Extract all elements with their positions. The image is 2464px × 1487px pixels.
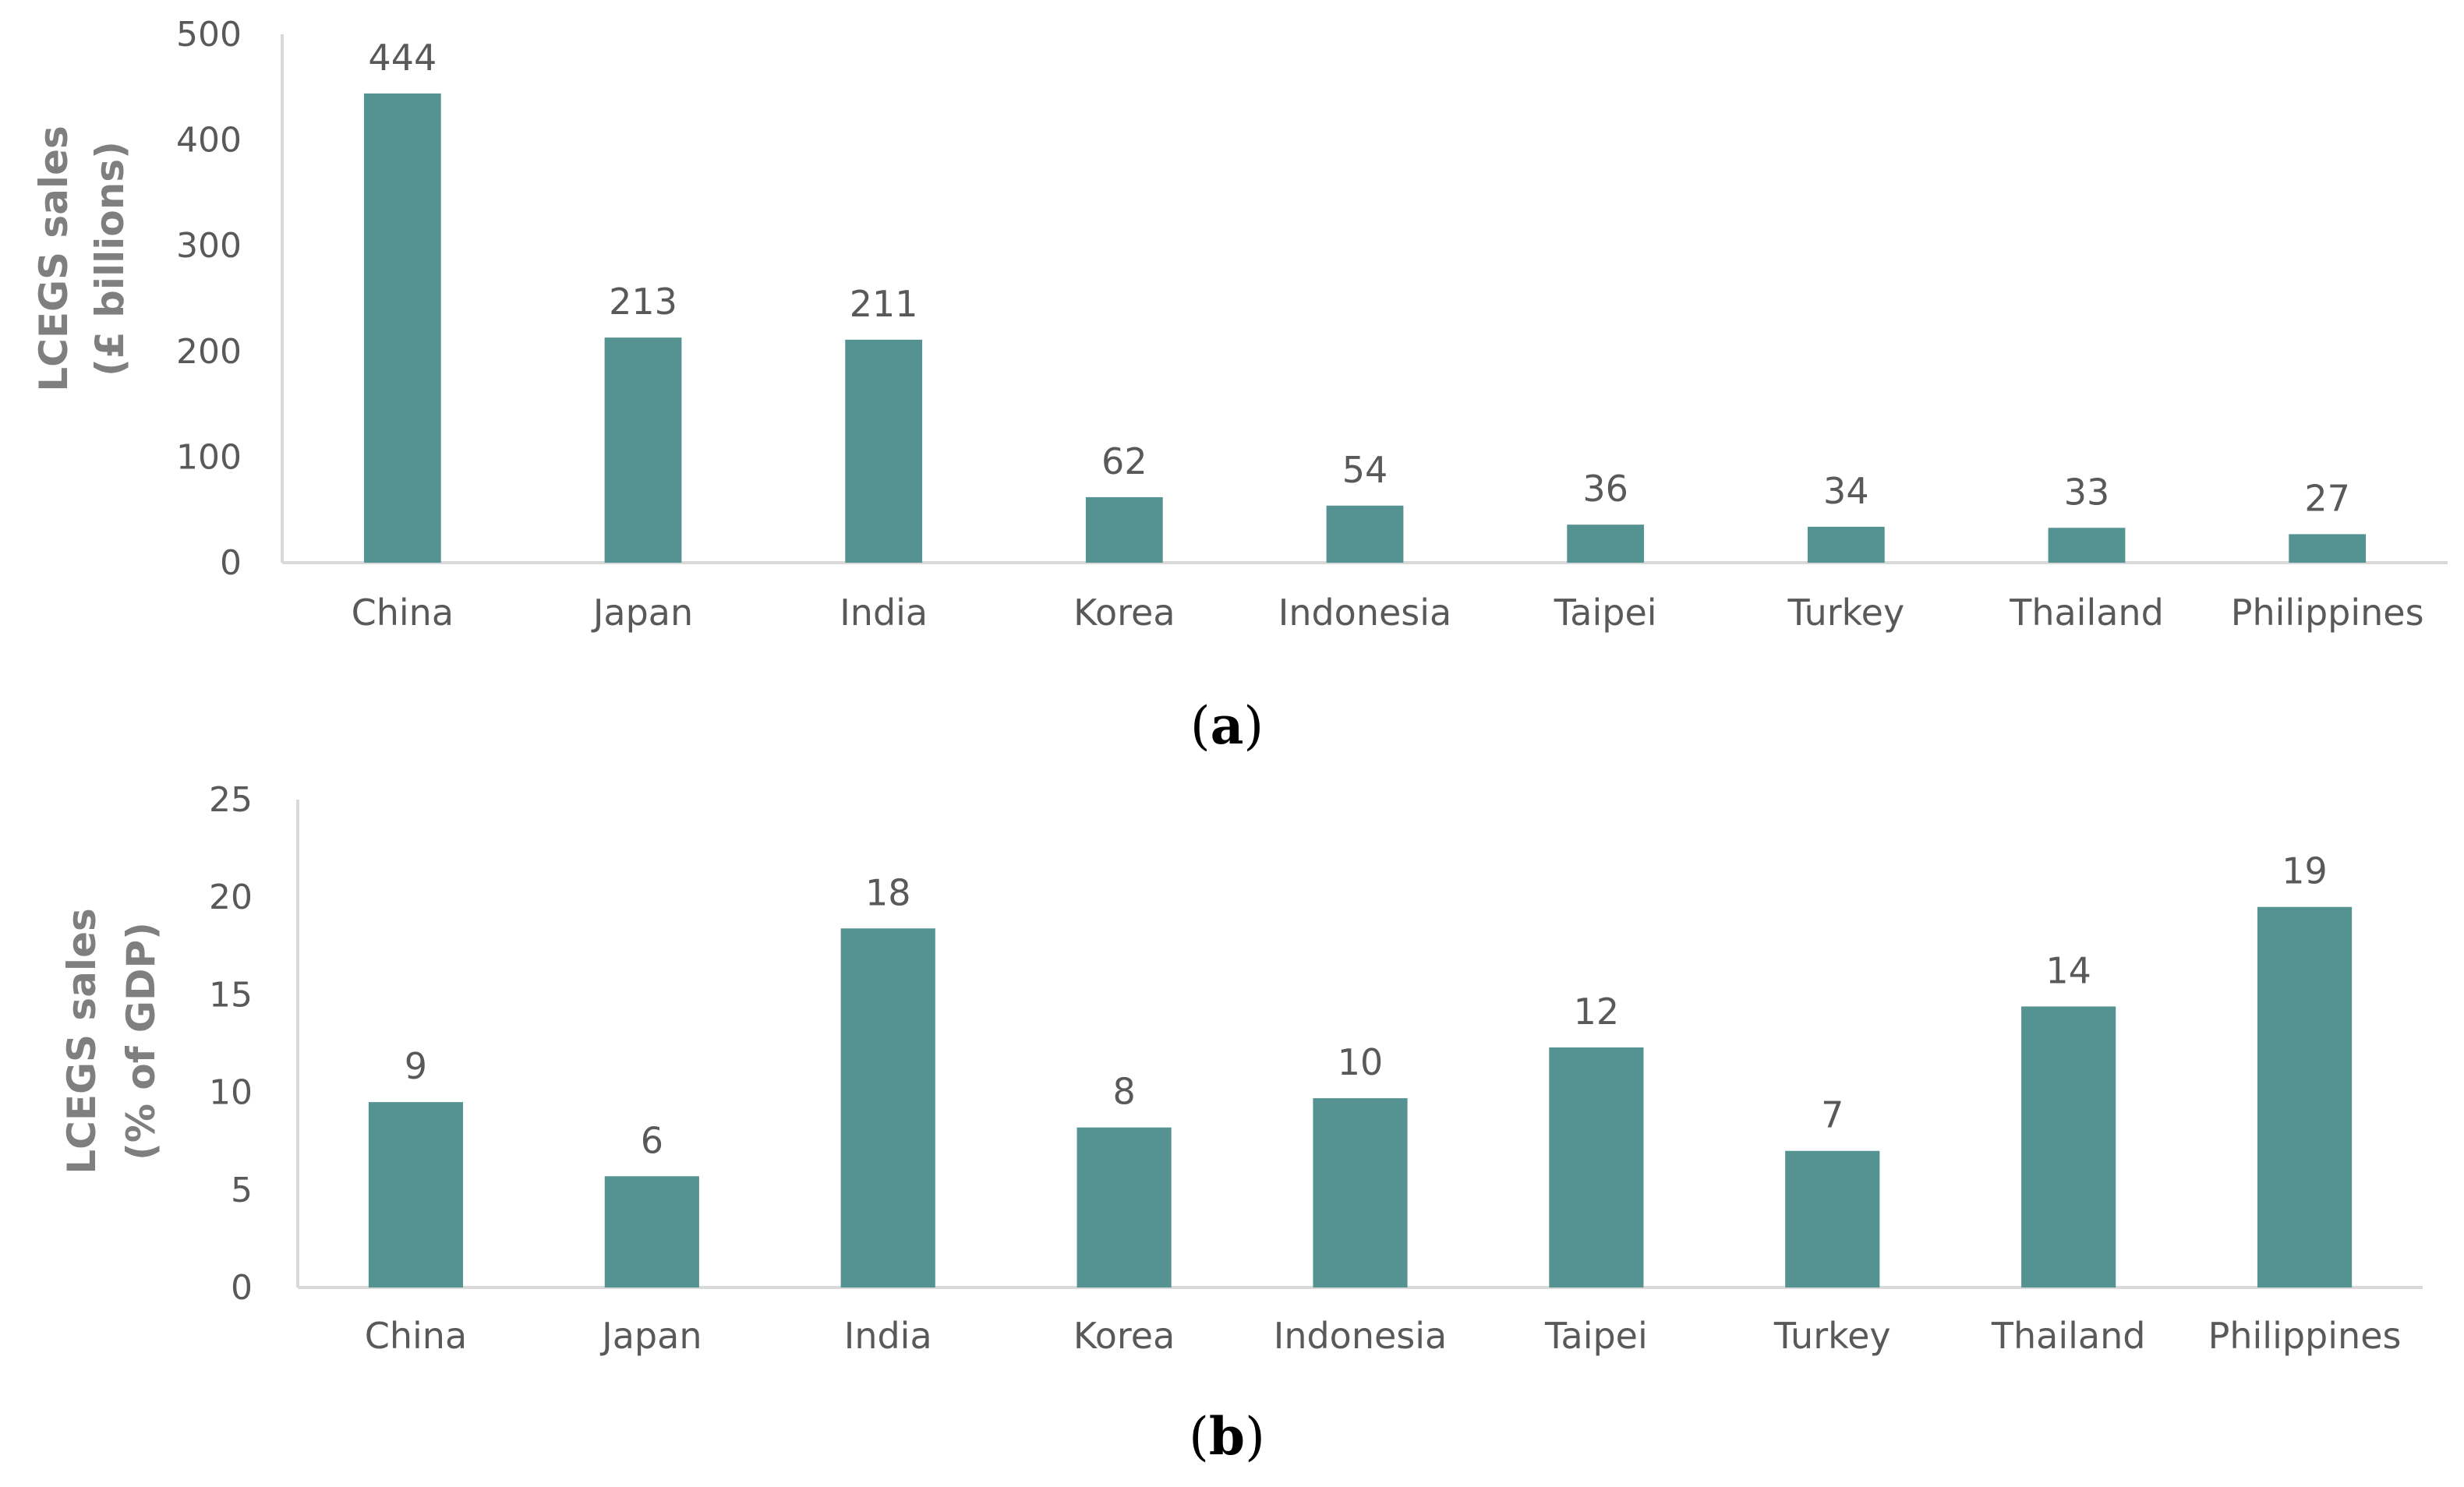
bar-china — [363, 93, 441, 563]
category-label: Indonesia — [1278, 592, 1451, 634]
panel-label-open-paren: ( — [1190, 696, 1211, 756]
y-tick-label: 25 — [209, 780, 253, 820]
bar-taipei — [1549, 1047, 1644, 1287]
data-label: 6 — [641, 1119, 663, 1161]
chart-a: 0 100 200 300 400 500 444 China 213 Japan 211 India… — [31, 15, 2448, 756]
y-tick-label: 0 — [220, 543, 242, 583]
category-label: Philippines — [2208, 1315, 2402, 1357]
bar-japan — [604, 337, 682, 563]
category-label: Thailand — [1991, 1315, 2146, 1357]
data-label: 62 — [1101, 440, 1147, 482]
y-axis-label: LCEGS sales (£ billions) — [31, 125, 133, 391]
y-tick-label: 100 — [176, 437, 242, 477]
panel-label-open-paren: ( — [1189, 1407, 1209, 1467]
y-axis-label: LCEGS sales (% of GDP) — [59, 908, 164, 1174]
data-label: 19 — [2282, 850, 2328, 892]
y-axis-label-line-2: (£ billions) — [87, 141, 133, 376]
y-axis-label-line-1: LCEGS sales — [59, 908, 104, 1174]
y-tick-label: 200 — [176, 332, 242, 372]
category-label: Thailand — [2009, 592, 2164, 634]
bar-japan — [604, 1176, 699, 1287]
bar-indonesia — [1326, 505, 1404, 563]
data-label: 33 — [2064, 471, 2110, 513]
category-label: Taipei — [1544, 1315, 1648, 1357]
panel-label-letter: b — [1209, 1406, 1245, 1467]
panel-label-close-paren: ) — [1245, 1407, 1265, 1467]
category-label: China — [365, 1315, 467, 1357]
data-label: 211 — [850, 283, 918, 325]
data-label: 14 — [2045, 949, 2091, 991]
category-label: Turkey — [1773, 1315, 1891, 1357]
bar-turkey — [1807, 526, 1885, 563]
category-label: Korea — [1073, 592, 1175, 634]
data-label: 444 — [368, 37, 437, 79]
bar-korea — [1085, 496, 1163, 563]
panel-label: (b) — [1189, 1406, 1265, 1467]
data-label: 54 — [1342, 449, 1388, 491]
category-label: Japan — [591, 592, 693, 634]
data-label: 27 — [2304, 477, 2350, 519]
category-label: China — [352, 592, 454, 634]
panel-label: (a) — [1190, 695, 1264, 756]
y-tick-label: 0 — [231, 1268, 253, 1308]
bar-india — [845, 339, 923, 563]
data-label: 9 — [405, 1045, 427, 1087]
category-label: Taipei — [1554, 592, 1657, 634]
y-tick-label: 500 — [176, 15, 242, 55]
data-label: 8 — [1112, 1071, 1135, 1113]
data-label: 12 — [1574, 991, 1620, 1033]
category-label: Philippines — [2231, 592, 2424, 634]
bar-taipei — [1567, 525, 1645, 563]
data-label: 7 — [1821, 1094, 1844, 1136]
bar-indonesia — [1313, 1098, 1408, 1287]
panel-label-letter: a — [1211, 695, 1244, 756]
y-tick-label: 300 — [176, 226, 242, 266]
data-label: 213 — [609, 281, 677, 323]
category-label: Korea — [1073, 1315, 1175, 1357]
category-label: Japan — [599, 1315, 702, 1357]
bar-philippines — [2289, 534, 2367, 563]
bar-turkey — [1785, 1150, 1880, 1287]
data-label: 10 — [1338, 1041, 1384, 1083]
bar-korea — [1076, 1127, 1172, 1287]
bar-china — [368, 1102, 464, 1287]
y-axis-label-line-1: LCEGS sales — [31, 125, 76, 391]
bar-thailand — [2021, 1006, 2116, 1287]
panel-label-close-paren: ) — [1243, 696, 1264, 756]
data-label: 34 — [1823, 470, 1869, 512]
data-label: 18 — [865, 871, 911, 913]
bar-india — [840, 928, 935, 1287]
y-tick-label: 20 — [209, 878, 253, 917]
category-label: India — [840, 592, 928, 634]
y-tick-label: 15 — [209, 975, 253, 1015]
category-label: India — [844, 1315, 932, 1357]
y-tick-label: 400 — [176, 121, 242, 161]
y-tick-label: 10 — [209, 1073, 253, 1113]
data-label: 36 — [1582, 468, 1628, 510]
chart-b: 0 5 10 15 20 25 9 China 6 Japan 18 India 8 Korea 10 Ind… — [59, 780, 2423, 1467]
y-tick-label: 5 — [231, 1171, 253, 1210]
y-axis-label-line-2: (% of GDP) — [118, 922, 164, 1160]
category-label: Turkey — [1787, 592, 1904, 634]
category-label: Indonesia — [1274, 1315, 1447, 1357]
bar-thailand — [2048, 528, 2126, 563]
bar-philippines — [2257, 906, 2353, 1287]
